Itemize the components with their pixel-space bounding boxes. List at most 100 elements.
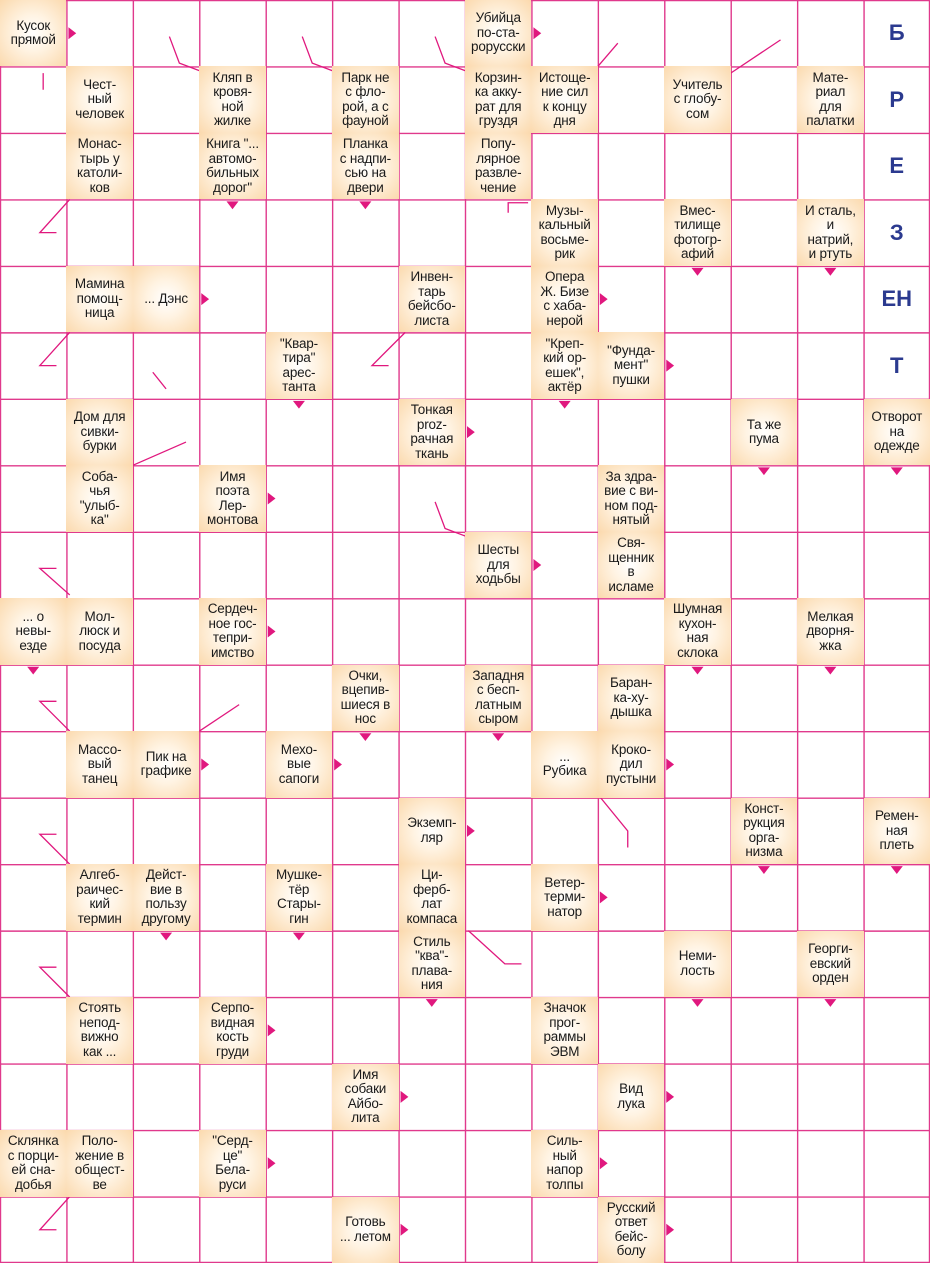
answer-cell[interactable] (0, 1064, 66, 1130)
answer-cell[interactable] (731, 997, 797, 1063)
answer-cell[interactable] (598, 997, 664, 1063)
answer-cell[interactable] (0, 997, 66, 1063)
answer-cell[interactable] (266, 532, 332, 598)
answer-cell[interactable] (664, 532, 730, 598)
answer-cell[interactable] (864, 598, 930, 664)
answer-cell[interactable] (731, 465, 797, 531)
answer-cell[interactable] (199, 0, 265, 66)
answer-cell[interactable] (199, 731, 265, 797)
answer-cell[interactable] (465, 1064, 531, 1130)
answer-cell[interactable] (864, 665, 930, 731)
answer-cell[interactable] (399, 1197, 465, 1263)
answer-cell[interactable] (399, 997, 465, 1063)
answer-cell[interactable] (0, 465, 66, 531)
answer-cell[interactable] (266, 665, 332, 731)
answer-cell[interactable] (332, 798, 398, 864)
answer-cell[interactable] (531, 532, 597, 598)
answer-cell[interactable] (531, 598, 597, 664)
answer-cell[interactable] (797, 1130, 863, 1196)
answer-cell[interactable] (598, 864, 664, 930)
answer-cell[interactable] (199, 931, 265, 997)
answer-cell[interactable] (266, 798, 332, 864)
answer-cell[interactable] (66, 1197, 132, 1263)
answer-cell[interactable] (399, 598, 465, 664)
answer-cell[interactable] (266, 199, 332, 265)
answer-cell[interactable] (864, 864, 930, 930)
answer-cell[interactable] (399, 532, 465, 598)
answer-cell[interactable] (731, 1130, 797, 1196)
answer-cell[interactable] (332, 266, 398, 332)
answer-cell[interactable] (664, 332, 730, 398)
answer-cell[interactable] (266, 931, 332, 997)
answer-cell[interactable] (465, 332, 531, 398)
answer-cell[interactable] (465, 798, 531, 864)
answer-cell[interactable] (731, 332, 797, 398)
answer-cell[interactable] (797, 997, 863, 1063)
answer-cell[interactable] (199, 332, 265, 398)
answer-cell[interactable] (66, 1064, 132, 1130)
answer-cell[interactable] (399, 665, 465, 731)
answer-cell[interactable] (399, 1130, 465, 1196)
answer-cell[interactable] (199, 532, 265, 598)
answer-cell[interactable] (797, 864, 863, 930)
answer-cell[interactable] (199, 798, 265, 864)
answer-cell[interactable] (332, 731, 398, 797)
answer-cell[interactable] (133, 1130, 199, 1196)
answer-cell[interactable] (0, 798, 66, 864)
answer-cell[interactable] (0, 133, 66, 199)
answer-cell[interactable] (266, 66, 332, 132)
answer-cell[interactable] (399, 465, 465, 531)
answer-cell[interactable] (731, 1197, 797, 1263)
answer-cell[interactable] (0, 66, 66, 132)
answer-cell[interactable] (731, 864, 797, 930)
answer-cell[interactable] (266, 0, 332, 66)
answer-cell[interactable] (598, 598, 664, 664)
answer-cell[interactable] (133, 598, 199, 664)
answer-cell[interactable] (399, 332, 465, 398)
answer-cell[interactable] (664, 731, 730, 797)
answer-cell[interactable] (664, 798, 730, 864)
answer-cell[interactable] (332, 598, 398, 664)
answer-cell[interactable] (332, 465, 398, 531)
answer-cell[interactable] (0, 731, 66, 797)
answer-cell[interactable] (266, 266, 332, 332)
answer-cell[interactable] (399, 133, 465, 199)
answer-cell[interactable] (133, 133, 199, 199)
answer-cell[interactable] (664, 1130, 730, 1196)
answer-cell[interactable] (465, 1130, 531, 1196)
answer-cell[interactable] (797, 0, 863, 66)
answer-cell[interactable] (133, 199, 199, 265)
answer-cell[interactable] (531, 665, 597, 731)
answer-cell[interactable] (266, 1064, 332, 1130)
answer-cell[interactable] (399, 0, 465, 66)
answer-cell[interactable] (531, 1197, 597, 1263)
answer-cell[interactable] (133, 399, 199, 465)
answer-cell[interactable] (531, 0, 597, 66)
answer-cell[interactable] (731, 0, 797, 66)
answer-cell[interactable] (133, 465, 199, 531)
answer-cell[interactable] (0, 665, 66, 731)
answer-cell[interactable] (531, 1064, 597, 1130)
answer-cell[interactable] (133, 0, 199, 66)
answer-cell[interactable] (797, 266, 863, 332)
answer-cell[interactable] (199, 665, 265, 731)
answer-cell[interactable] (66, 199, 132, 265)
answer-cell[interactable] (864, 532, 930, 598)
answer-cell[interactable] (797, 332, 863, 398)
answer-cell[interactable] (531, 133, 597, 199)
answer-cell[interactable] (399, 199, 465, 265)
answer-cell[interactable] (797, 798, 863, 864)
answer-cell[interactable] (664, 266, 730, 332)
answer-cell[interactable] (199, 399, 265, 465)
answer-cell[interactable] (731, 266, 797, 332)
answer-cell[interactable] (266, 1197, 332, 1263)
answer-cell[interactable] (731, 532, 797, 598)
answer-cell[interactable] (864, 1197, 930, 1263)
answer-cell[interactable] (531, 798, 597, 864)
answer-cell[interactable] (399, 731, 465, 797)
answer-cell[interactable] (731, 133, 797, 199)
answer-cell[interactable] (864, 731, 930, 797)
answer-cell[interactable] (399, 66, 465, 132)
answer-cell[interactable] (199, 199, 265, 265)
answer-cell[interactable] (465, 731, 531, 797)
